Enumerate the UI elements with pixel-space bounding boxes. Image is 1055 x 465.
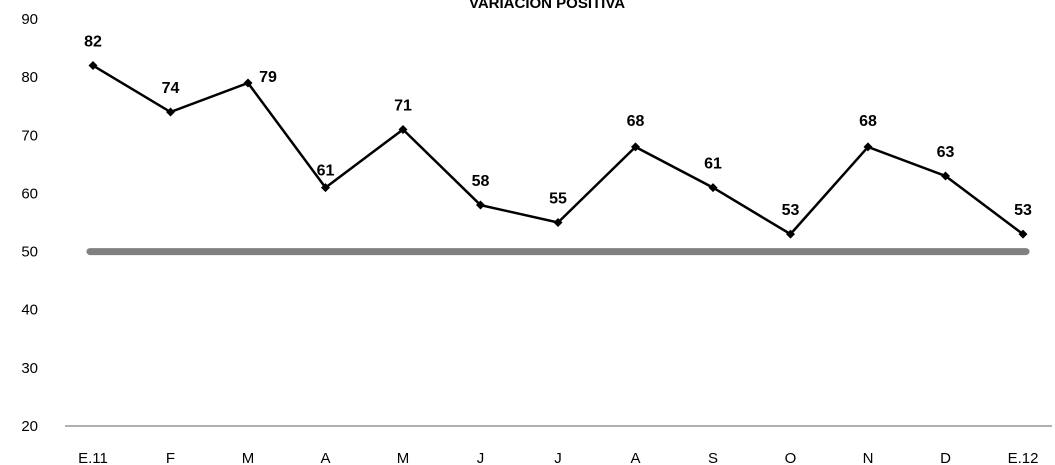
series-line (92, 64, 1024, 236)
y-tick-label: 40 (21, 302, 38, 319)
x-tick-label: A (320, 450, 330, 465)
data-point-marker (941, 171, 950, 181)
x-tick-label: J (477, 450, 485, 465)
data-label: 61 (317, 163, 335, 180)
data-point-marker (786, 229, 795, 239)
data-point-marker (708, 183, 718, 193)
data-point-marker (398, 124, 408, 134)
data-label: 53 (782, 202, 800, 219)
data-point-marker (631, 142, 640, 152)
x-tick-label: D (940, 450, 951, 465)
data-point-marker (553, 218, 563, 227)
data-label: 68 (627, 113, 645, 130)
data-label: 71 (394, 97, 412, 114)
data-point-marker (88, 61, 98, 71)
y-tick-label: 20 (21, 418, 38, 435)
x-tick-label: O (785, 450, 797, 465)
y-tick-label: 70 (21, 127, 38, 144)
y-tick-label: 50 (21, 244, 38, 261)
y-tick-label: 90 (21, 11, 38, 28)
x-tick-label: M (242, 450, 255, 465)
data-point-marker (476, 200, 485, 210)
data-label: 55 (549, 191, 567, 208)
x-tick-label: A (630, 450, 640, 465)
data-point-marker (243, 78, 253, 88)
x-tick-label: S (708, 450, 718, 465)
data-point-marker (166, 107, 175, 117)
x-tick-label: J (554, 450, 562, 465)
data-label: 82 (84, 34, 102, 51)
data-label: 74 (162, 80, 180, 97)
chart-title: VARIACIÓN POSITIVA (469, 0, 625, 12)
data-label: 63 (937, 144, 955, 161)
y-tick-label: 60 (21, 185, 38, 202)
x-tick-label: N (863, 450, 874, 465)
y-tick-label: 80 (21, 69, 38, 86)
data-point-marker (863, 142, 873, 152)
data-label: 68 (859, 113, 877, 130)
y-tick-label: 30 (21, 360, 38, 377)
data-label: 61 (704, 156, 722, 173)
data-point-marker (321, 183, 330, 193)
data-label: 53 (1014, 202, 1032, 219)
x-tick-label: E.12 (1008, 450, 1039, 465)
data-label: 58 (472, 173, 490, 190)
x-tick-label: E.11 (78, 450, 108, 465)
data-label: 79 (259, 69, 277, 86)
data-point-marker (1018, 229, 1028, 239)
x-tick-label: M (397, 450, 410, 465)
x-tick-label: F (166, 450, 175, 465)
